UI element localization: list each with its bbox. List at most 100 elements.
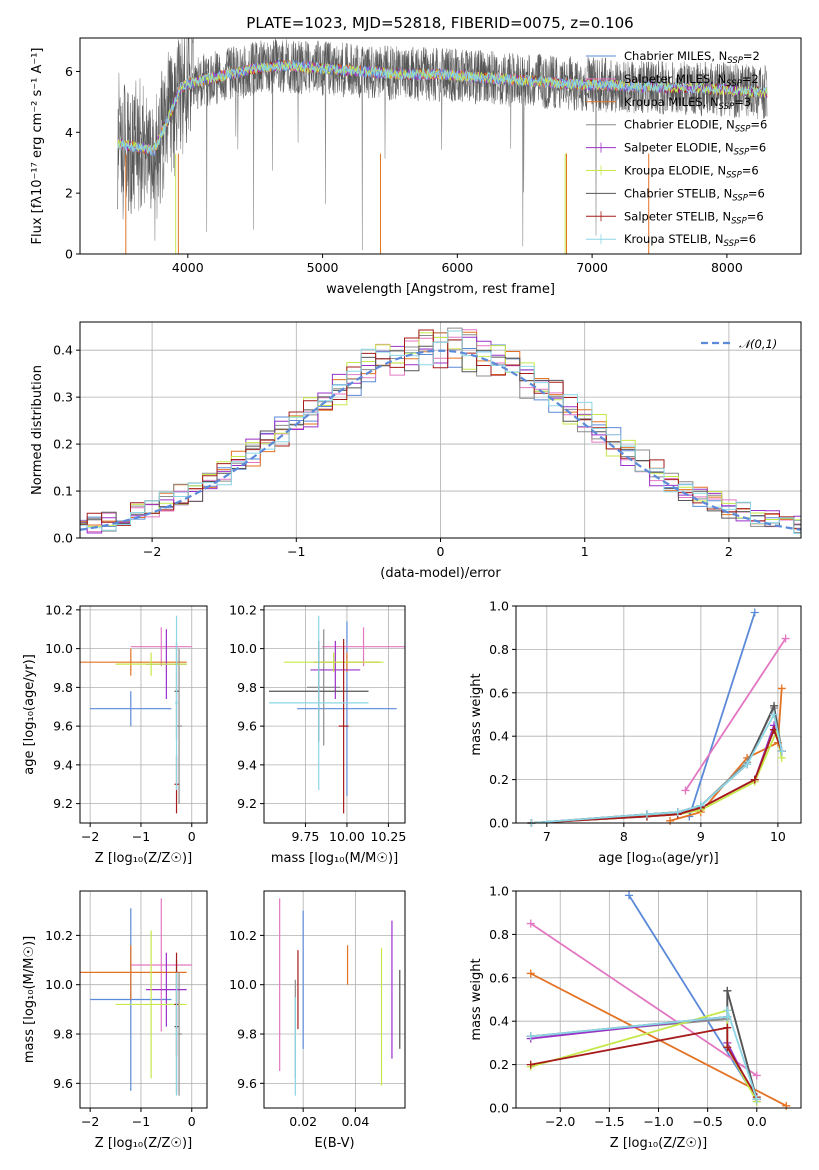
y-tick-label: 0 xyxy=(65,247,73,262)
legend-label-sub: SSP xyxy=(734,148,750,158)
y-tick-label: 10.0 xyxy=(45,641,73,656)
x-tick-label: −1.5 xyxy=(594,1114,624,1129)
x-tick-label: −2 xyxy=(143,544,161,559)
mass-weight-line xyxy=(530,1015,758,1102)
x-tick-label: −2 xyxy=(81,829,99,844)
mass-weight-marker xyxy=(673,808,682,817)
errorbar-point xyxy=(283,652,384,672)
legend-label-text: Chabrier MILES, N xyxy=(624,49,727,63)
mass-weight-marker xyxy=(526,1032,535,1041)
errorbar-point xyxy=(130,898,192,1032)
legend-label-sub: SSP xyxy=(726,79,742,89)
x-axis-label: Z [log₁₀(Z/Z☉)] xyxy=(95,1136,192,1151)
x-tick-label: 0 xyxy=(188,1114,196,1129)
legend-label-count: =6 xyxy=(749,141,766,155)
x-tick-label: 0 xyxy=(188,829,196,844)
mass-weight-line xyxy=(530,1009,758,1102)
y-tick-label: 0.3 xyxy=(53,390,73,405)
legend-label: Salpeter MILES, NSSP=2 xyxy=(624,72,759,89)
mass-weight-line xyxy=(531,728,783,823)
x-tick-label: 10.00 xyxy=(329,829,365,844)
plot-frame xyxy=(79,890,208,1109)
y-axis-label: mass weight xyxy=(469,958,484,1040)
mass-weight-marker xyxy=(752,1071,761,1080)
y-tick-label: 0.4 xyxy=(53,343,73,358)
mass-weight-marker xyxy=(750,775,759,784)
y-tick-label: 0.4 xyxy=(489,729,509,744)
panel-5: −2 −1 0 9.6 9.8 10.0 10.2 Z [log₁₀(Z/Z☉)] mass [… xyxy=(22,890,208,1151)
x-tick-label: 0.02 xyxy=(289,1114,317,1129)
legend-label: Kroupa MILES, NSSP=3 xyxy=(624,95,751,112)
legend-label-count: =2 xyxy=(743,49,760,63)
x-tick-label: 7000 xyxy=(576,260,608,275)
x-axis-label: E(B-V) xyxy=(314,1136,354,1151)
mass-weight-marker xyxy=(777,684,786,693)
errorbar-point xyxy=(146,952,187,1027)
errorbar-point xyxy=(268,615,369,791)
y-tick-label: 10.0 xyxy=(45,977,73,992)
y-tick-label: 0.2 xyxy=(489,772,509,787)
legend-label-count: =6 xyxy=(747,209,764,223)
y-tick-label: 0.0 xyxy=(489,816,509,831)
panel-4: 7 8 9 10 0.0 0.2 0.4 0.6 0.8 1.0 age [log₁₀(age/yr… xyxy=(469,599,802,866)
plot-frame xyxy=(263,605,406,824)
errorbar-point xyxy=(310,640,361,699)
y-tick-label: 10.2 xyxy=(45,928,73,943)
mass-weight-marker xyxy=(777,747,786,756)
errorbar-point xyxy=(322,627,405,667)
legend-label-text: Chabrier STELIB, N xyxy=(624,186,732,200)
legend-label-count: =6 xyxy=(742,164,759,178)
legend-label-sub: SSP xyxy=(731,216,747,226)
plot-frame xyxy=(515,890,802,1109)
errorbar-point xyxy=(80,945,187,1000)
errorbar-point xyxy=(115,652,187,676)
x-tick-label: 0.0 xyxy=(747,1114,767,1129)
legend-label: Salpeter ELODIE, NSSP=6 xyxy=(624,141,766,158)
mass-weight-marker xyxy=(642,810,651,819)
y-tick-label: 10.0 xyxy=(229,641,257,656)
mass-weight-marker xyxy=(750,608,759,617)
mass-weight-marker xyxy=(526,1060,535,1069)
x-tick-label: 2 xyxy=(725,544,733,559)
y-tick-label: 0.4 xyxy=(489,1014,509,1029)
mass-weight-marker xyxy=(526,969,535,978)
y-tick-label: 0.8 xyxy=(489,927,509,942)
legend-label-sub: SSP xyxy=(724,239,740,249)
x-axis-label: age [log₁₀(age/yr)] xyxy=(598,851,719,866)
mass-weight-marker xyxy=(723,986,732,995)
legend-label: Salpeter STELIB, NSSP=6 xyxy=(624,209,764,226)
plot-frame xyxy=(515,605,802,824)
mass-weight-marker xyxy=(723,1006,732,1015)
y-tick-label: 9.4 xyxy=(237,757,257,772)
legend-label: Kroupa ELODIE, NSSP=6 xyxy=(624,164,759,181)
histogram-step xyxy=(80,330,801,538)
mass-weight-line xyxy=(684,638,787,791)
x-tick-label: 8000 xyxy=(711,260,743,275)
y-tick-label: 9.8 xyxy=(237,680,257,695)
mass-weight-line xyxy=(531,711,783,823)
legend-label: 𝒩(0,1) xyxy=(739,337,777,351)
x-tick-label: −1 xyxy=(132,1114,150,1129)
legend-label-text: Kroupa MILES, N xyxy=(624,95,719,109)
mass-weight-line xyxy=(531,705,783,823)
mass-weight-line xyxy=(688,612,756,817)
legend-label-count: =6 xyxy=(748,186,765,200)
y-tick-label: 6 xyxy=(65,64,73,79)
legend-label-count: =6 xyxy=(739,232,756,246)
legend-label-count: =3 xyxy=(734,95,751,109)
legend-label-sub: SSP xyxy=(727,56,743,66)
x-tick-label: 0 xyxy=(437,544,445,559)
y-tick-label: 4 xyxy=(65,125,73,140)
spectrum-title: PLATE=1023, MJD=52818, FIBERID=0075, z=0… xyxy=(246,14,633,32)
y-tick-label: 10.2 xyxy=(229,928,257,943)
x-tick-label: 10 xyxy=(770,829,786,844)
legend-label-text: Salpeter ELODIE, N xyxy=(624,141,734,155)
y-tick-label: 9.8 xyxy=(53,1027,73,1042)
mass-weight-line xyxy=(531,727,783,823)
y-tick-label: 10.0 xyxy=(229,977,257,992)
mass-weight-marker xyxy=(526,919,535,928)
y-tick-label: 0.2 xyxy=(53,437,73,452)
y-tick-label: 9.6 xyxy=(53,719,73,734)
